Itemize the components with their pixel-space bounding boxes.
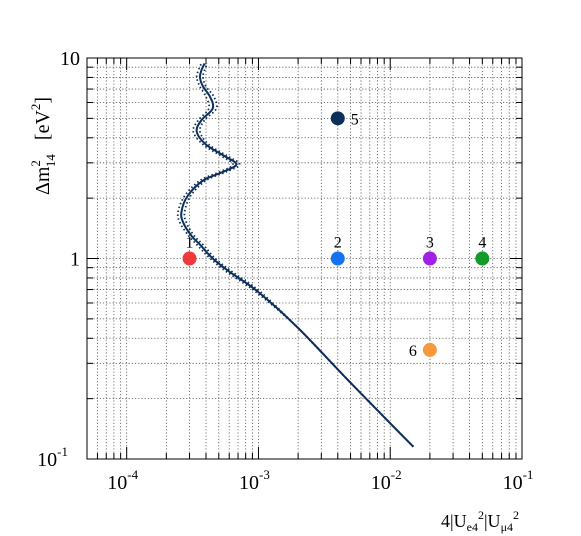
data-point xyxy=(182,251,197,266)
x-tick-label: 10-3 xyxy=(239,467,270,494)
data-point-label: 6 xyxy=(409,343,417,360)
x-tick-label: 10-4 xyxy=(107,467,138,494)
data-point-label: 2 xyxy=(334,235,342,252)
y-tick-label: 1 xyxy=(70,249,80,271)
data-point-label: 5 xyxy=(351,111,359,128)
axis-ticks: 10-4 10-3 10-2 10-1 10-1 1 10 xyxy=(37,48,533,494)
data-point xyxy=(330,111,345,126)
y-axis-label: Δm214[eV2] xyxy=(28,97,58,195)
x-axis-label: 4|Ue42|Uμ42 xyxy=(441,508,519,534)
y-tick-label: 10 xyxy=(60,48,80,70)
data-point-label: 1 xyxy=(186,235,194,252)
data-point-label: 3 xyxy=(426,235,434,252)
data-points: 1 2 3 4 5 6 xyxy=(182,111,490,360)
x-tick-label: 10-2 xyxy=(371,467,402,494)
sensitivity-curves xyxy=(176,62,415,448)
data-point xyxy=(330,251,345,266)
sensitivity-band-curve xyxy=(176,63,415,448)
sensitivity-curve xyxy=(180,62,415,448)
y-tick-label: 10-1 xyxy=(37,444,68,471)
data-point xyxy=(475,251,490,266)
grid xyxy=(87,58,522,459)
data-point xyxy=(422,342,437,357)
data-point xyxy=(422,251,437,266)
sensitivity-band-curve xyxy=(183,63,415,448)
data-point-label: 4 xyxy=(478,235,486,252)
x-tick-label: 10-1 xyxy=(503,467,534,494)
